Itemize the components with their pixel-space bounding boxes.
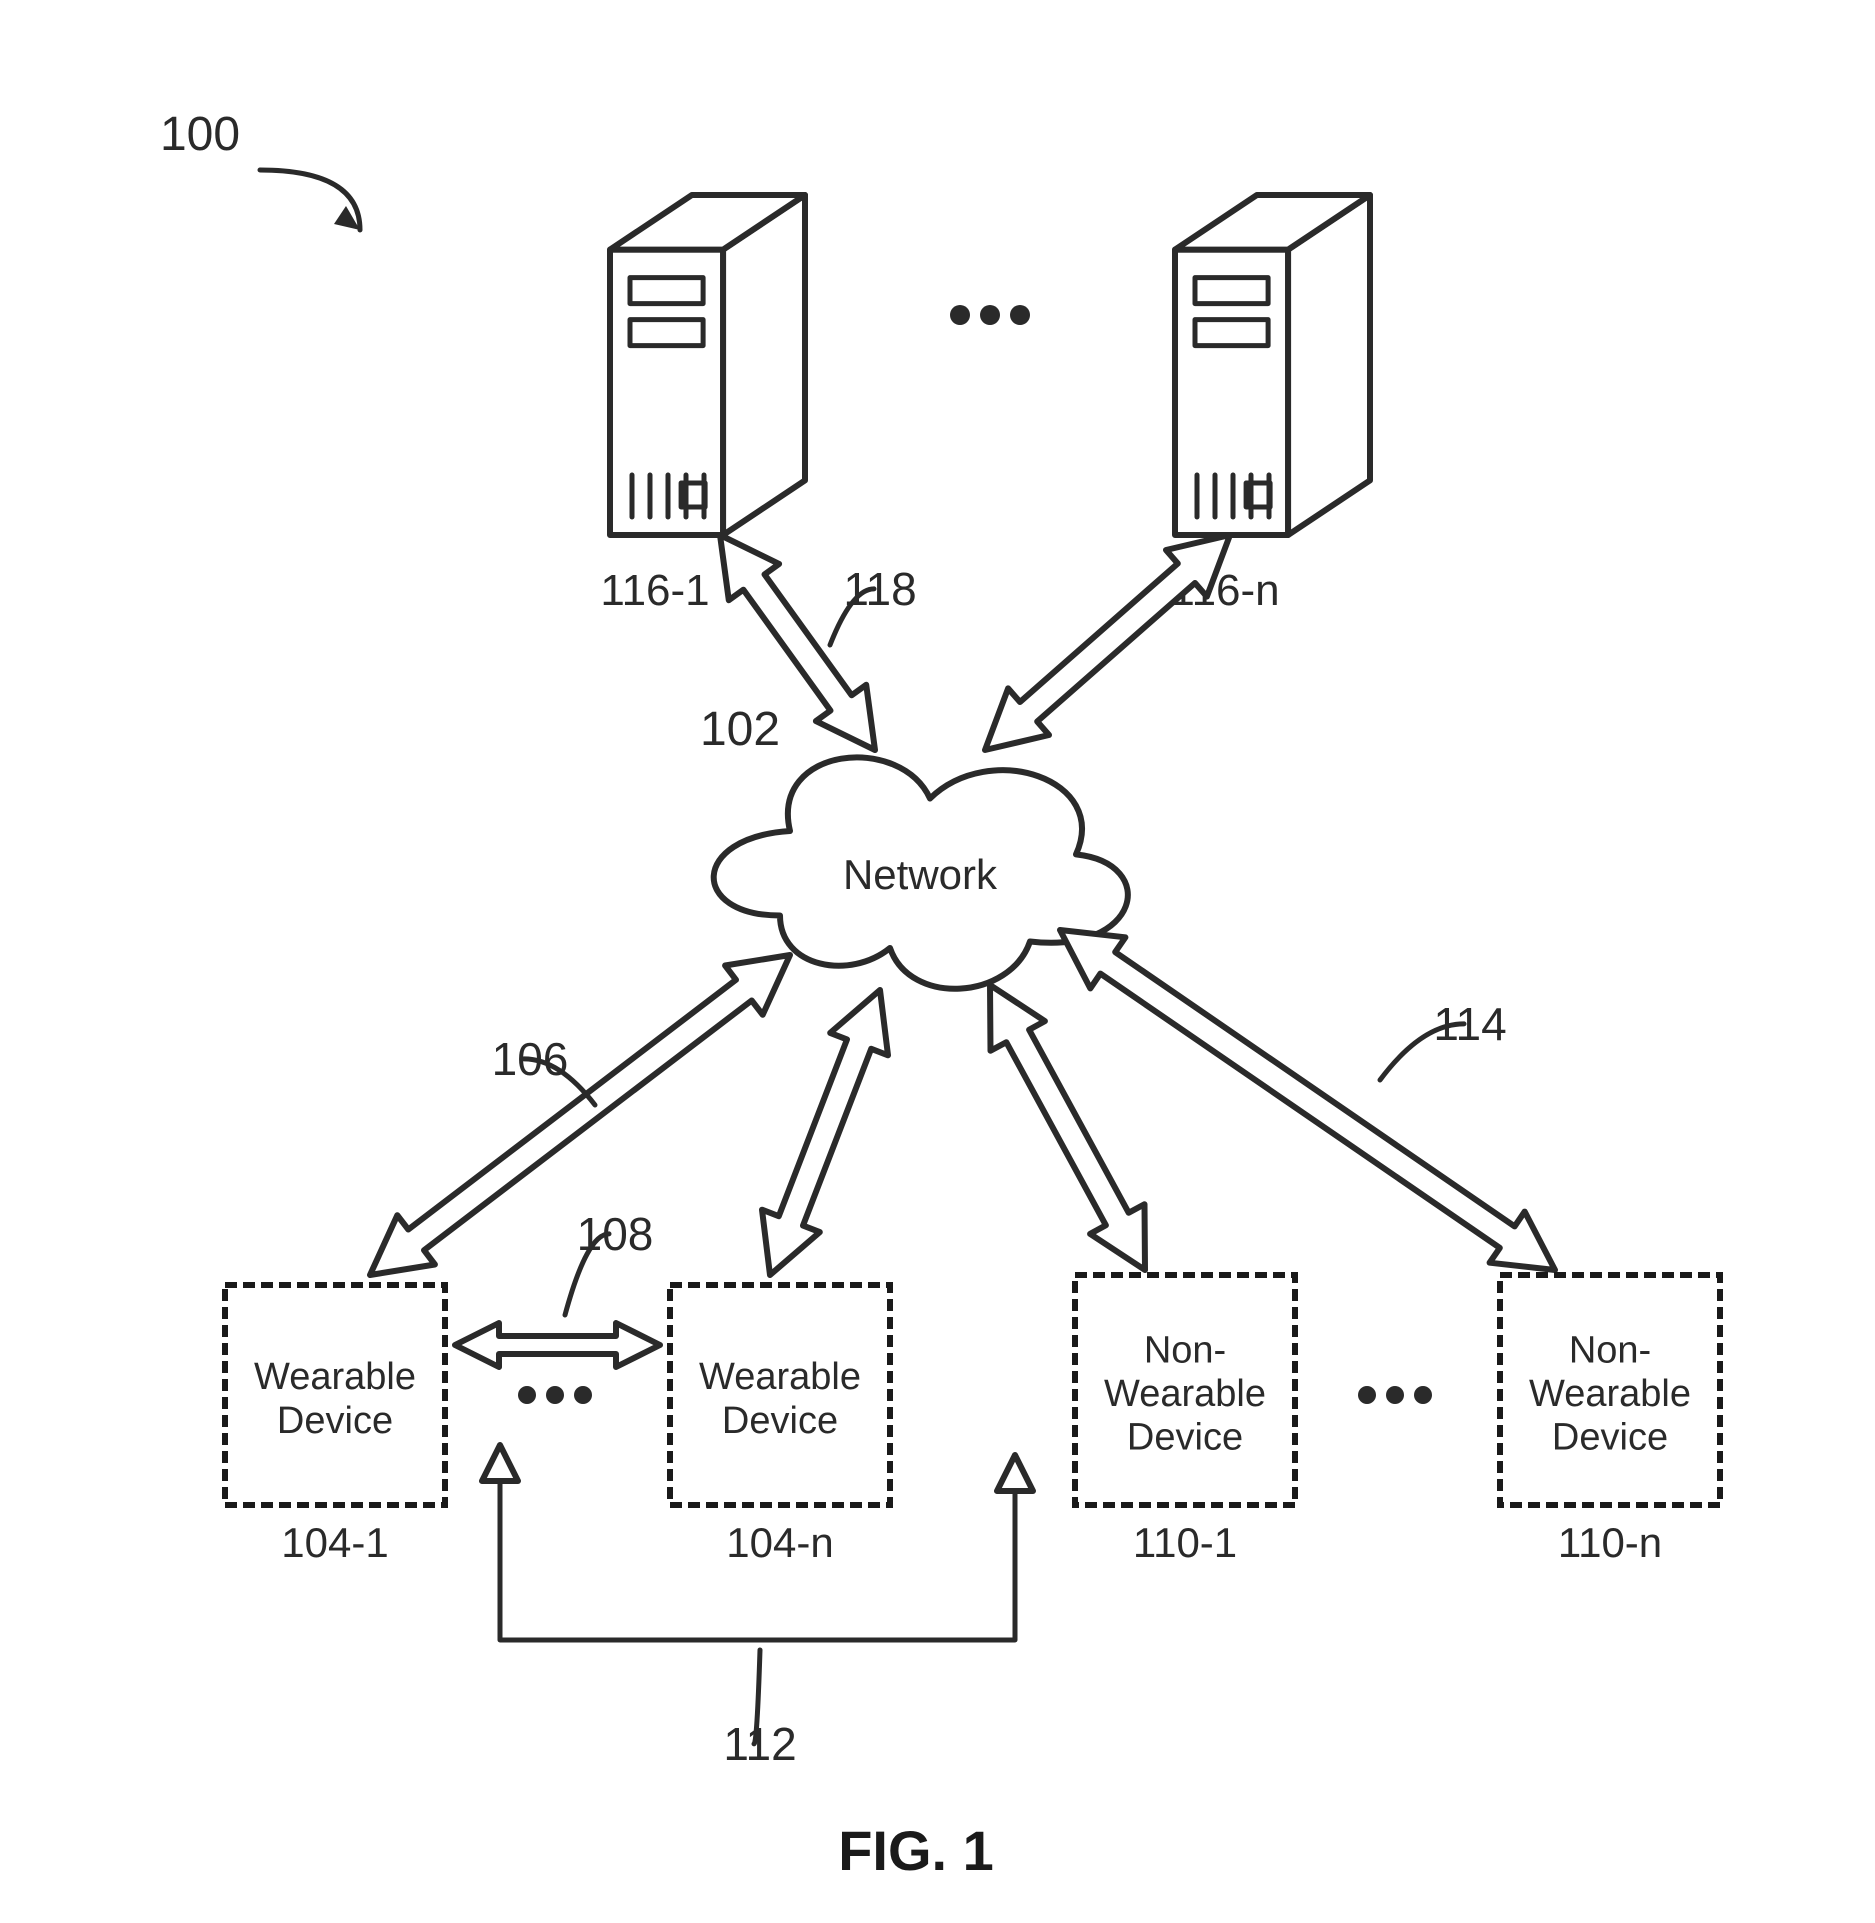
svg-text:Non-: Non- (1144, 1329, 1226, 1371)
svg-text:110-1: 110-1 (1133, 1519, 1237, 1566)
svg-text:102: 102 (700, 703, 780, 756)
svg-text:Wearable: Wearable (1529, 1373, 1691, 1415)
diagram-canvas: 100116-1116-nNetwork102WearableDevice104… (0, 0, 1875, 1923)
double-arrow (455, 1323, 660, 1367)
double-arrow (990, 985, 1145, 1270)
svg-text:Wearable: Wearable (254, 1356, 416, 1398)
svg-text:Non-: Non- (1569, 1329, 1651, 1371)
svg-text:Device: Device (1127, 1417, 1243, 1459)
ellipsis-dot (950, 305, 970, 325)
server-icon (610, 195, 805, 535)
ellipsis-dot (1414, 1386, 1432, 1404)
ellipsis-dot (518, 1386, 536, 1404)
svg-text:Wearable: Wearable (1104, 1373, 1266, 1415)
svg-text:Device: Device (277, 1400, 393, 1442)
server-icon (1175, 195, 1370, 535)
svg-text:Device: Device (1552, 1417, 1668, 1459)
svg-text:FIG. 1: FIG. 1 (838, 1819, 994, 1882)
svg-text:104-1: 104-1 (281, 1519, 388, 1566)
svg-text:112: 112 (723, 1718, 796, 1770)
ellipsis-dot (546, 1386, 564, 1404)
ellipsis-dot (1010, 305, 1030, 325)
svg-text:100: 100 (160, 108, 240, 161)
svg-text:118: 118 (843, 563, 916, 615)
svg-text:Wearable: Wearable (699, 1356, 861, 1398)
double-arrow (762, 990, 888, 1275)
ellipsis-dot (980, 305, 1000, 325)
svg-text:Network: Network (843, 851, 998, 898)
double-arrow (985, 535, 1230, 750)
ellipsis-dot (1358, 1386, 1376, 1404)
svg-text:114: 114 (1433, 998, 1506, 1050)
svg-text:110-n: 110-n (1558, 1519, 1662, 1566)
ellipsis-dot (1386, 1386, 1404, 1404)
ellipsis-dot (574, 1386, 592, 1404)
svg-text:Device: Device (722, 1400, 838, 1442)
svg-text:104-n: 104-n (726, 1519, 833, 1566)
svg-text:116-1: 116-1 (600, 566, 709, 615)
